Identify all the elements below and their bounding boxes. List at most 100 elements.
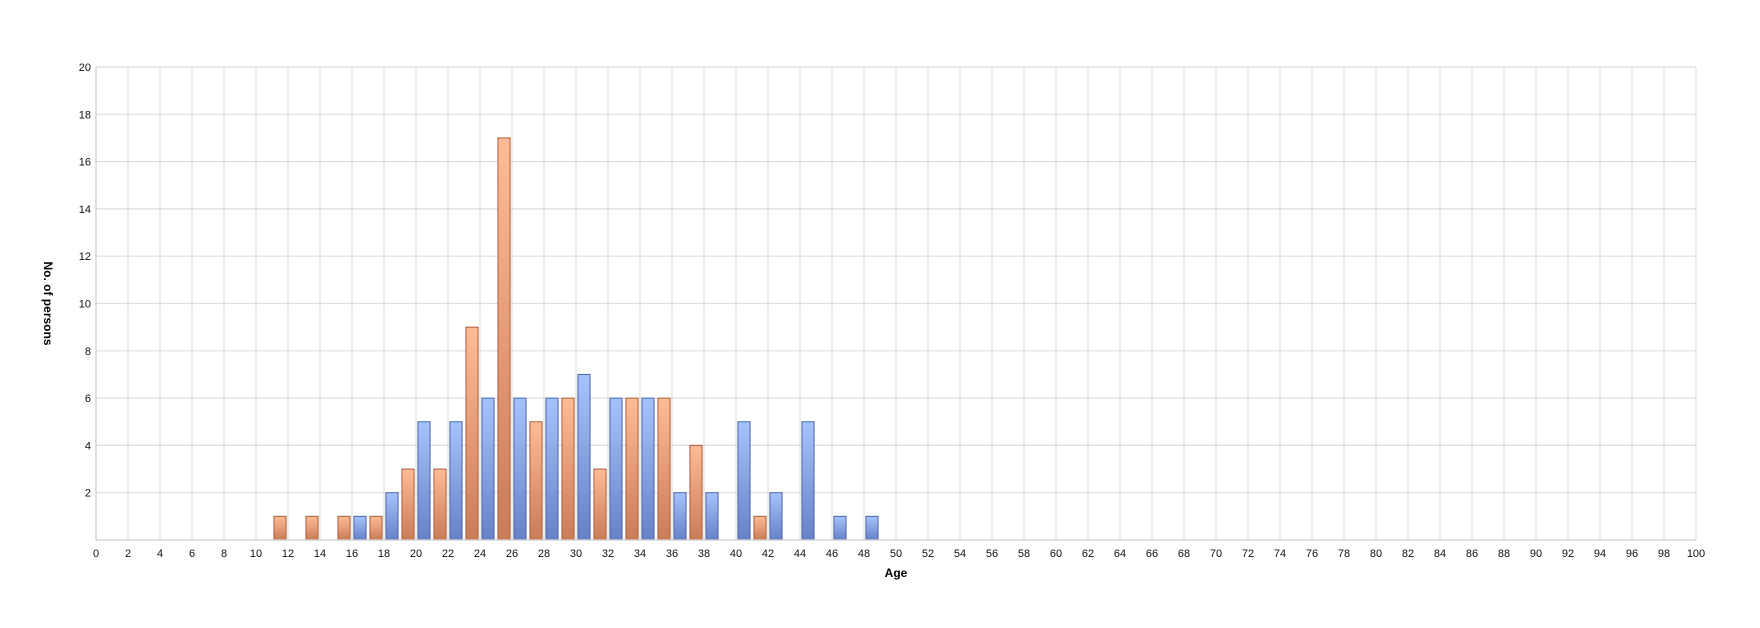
bar[interactable] <box>353 515 367 541</box>
x-tick-label: 74 <box>1274 548 1286 560</box>
x-tick-label: 34 <box>634 548 646 560</box>
bar[interactable] <box>641 397 655 541</box>
x-tick-label: 28 <box>538 548 550 560</box>
x-tick-label: 64 <box>1114 548 1126 560</box>
bar[interactable] <box>833 515 847 541</box>
x-tick-label: 84 <box>1434 548 1446 560</box>
x-axis-title: Age <box>885 566 908 580</box>
x-tick-label: 20 <box>410 548 422 560</box>
x-tick-label: 80 <box>1370 548 1382 560</box>
x-tick-label: 30 <box>570 548 582 560</box>
x-tick-label: 32 <box>602 548 614 560</box>
x-tick-label: 18 <box>378 548 390 560</box>
bar[interactable] <box>465 326 479 541</box>
x-tick-label: 48 <box>858 548 870 560</box>
x-tick-label: 12 <box>282 548 294 560</box>
x-tick-label: 72 <box>1242 548 1254 560</box>
y-tick-label: 8 <box>85 346 91 358</box>
x-tick-label: 62 <box>1082 548 1094 560</box>
y-tick-label: 2 <box>85 488 91 500</box>
x-tick-label: 40 <box>730 548 742 560</box>
bar[interactable] <box>273 515 287 541</box>
bar[interactable] <box>769 492 783 541</box>
x-tick-label: 100 <box>1687 548 1705 560</box>
x-tick-label: 58 <box>1018 548 1030 560</box>
x-tick-label: 26 <box>506 548 518 560</box>
x-tick-label: 54 <box>954 548 966 560</box>
x-tick-label: 76 <box>1306 548 1318 560</box>
x-tick-label: 46 <box>826 548 838 560</box>
x-tick-label: 82 <box>1402 548 1414 560</box>
y-tick-label: 12 <box>79 251 91 263</box>
bar[interactable] <box>497 137 511 541</box>
y-tick-label: 16 <box>79 157 91 169</box>
bar[interactable] <box>737 421 751 541</box>
bars-layer <box>273 137 879 541</box>
y-tick-label: 18 <box>79 109 91 121</box>
x-tick-label: 2 <box>125 548 131 560</box>
y-tick-label: 20 <box>79 62 91 74</box>
bar[interactable] <box>337 515 351 541</box>
x-tick-label: 96 <box>1626 548 1638 560</box>
bar[interactable] <box>481 397 495 541</box>
x-tick-label: 22 <box>442 548 454 560</box>
bar[interactable] <box>657 397 671 541</box>
bar[interactable] <box>561 397 575 541</box>
bar[interactable] <box>865 515 879 541</box>
x-tick-label: 60 <box>1050 548 1062 560</box>
x-tick-label: 42 <box>762 548 774 560</box>
y-tick-label: 14 <box>79 204 91 216</box>
bar[interactable] <box>577 373 591 541</box>
x-tick-label: 14 <box>314 548 326 560</box>
y-tick-label: 6 <box>85 393 91 405</box>
y-tick-label: 10 <box>79 299 91 311</box>
x-tick-label: 6 <box>189 548 195 560</box>
axis-layer <box>95 67 1696 541</box>
bar[interactable] <box>417 421 431 541</box>
bar[interactable] <box>705 492 719 541</box>
bar[interactable] <box>593 468 607 541</box>
x-tick-label: 98 <box>1658 548 1670 560</box>
bar[interactable] <box>673 492 687 541</box>
bar[interactable] <box>433 468 447 541</box>
y-tick-label: 4 <box>85 440 91 452</box>
bar[interactable] <box>385 492 399 541</box>
x-tick-label: 52 <box>922 548 934 560</box>
bar[interactable] <box>689 444 703 541</box>
x-tick-label: 44 <box>794 548 806 560</box>
x-tick-label: 10 <box>250 548 262 560</box>
x-tick-label: 50 <box>890 548 902 560</box>
bar[interactable] <box>305 515 319 541</box>
bar[interactable] <box>609 397 623 541</box>
y-axis-title: No. of persons <box>41 261 55 345</box>
x-tick-label: 4 <box>157 548 163 560</box>
x-tick-label: 66 <box>1146 548 1158 560</box>
bar[interactable] <box>801 421 815 541</box>
x-tick-label: 90 <box>1530 548 1542 560</box>
x-tick-label: 36 <box>666 548 678 560</box>
x-tick-label: 92 <box>1562 548 1574 560</box>
x-tick-label: 56 <box>986 548 998 560</box>
bar[interactable] <box>545 397 559 541</box>
x-tick-label: 0 <box>93 548 99 560</box>
tick-layer: 0 2 4 6 8 10 12 14 16 18 20 22 24 26 28 30 32 34 36 38 40 42 4… <box>79 62 1705 560</box>
x-tick-label: 38 <box>698 548 710 560</box>
bar[interactable] <box>401 468 415 541</box>
bar[interactable] <box>529 421 543 541</box>
x-tick-label: 86 <box>1466 548 1478 560</box>
x-tick-label: 16 <box>346 548 358 560</box>
bar[interactable] <box>625 397 639 541</box>
x-tick-label: 8 <box>221 548 227 560</box>
x-tick-label: 68 <box>1178 548 1190 560</box>
bar[interactable] <box>449 421 463 541</box>
x-tick-label: 70 <box>1210 548 1222 560</box>
bar[interactable] <box>753 515 767 541</box>
x-tick-label: 24 <box>474 548 486 560</box>
x-tick-label: 78 <box>1338 548 1350 560</box>
x-tick-label: 94 <box>1594 548 1606 560</box>
x-tick-label: 88 <box>1498 548 1510 560</box>
bar[interactable] <box>513 397 527 541</box>
bar[interactable] <box>369 515 383 541</box>
